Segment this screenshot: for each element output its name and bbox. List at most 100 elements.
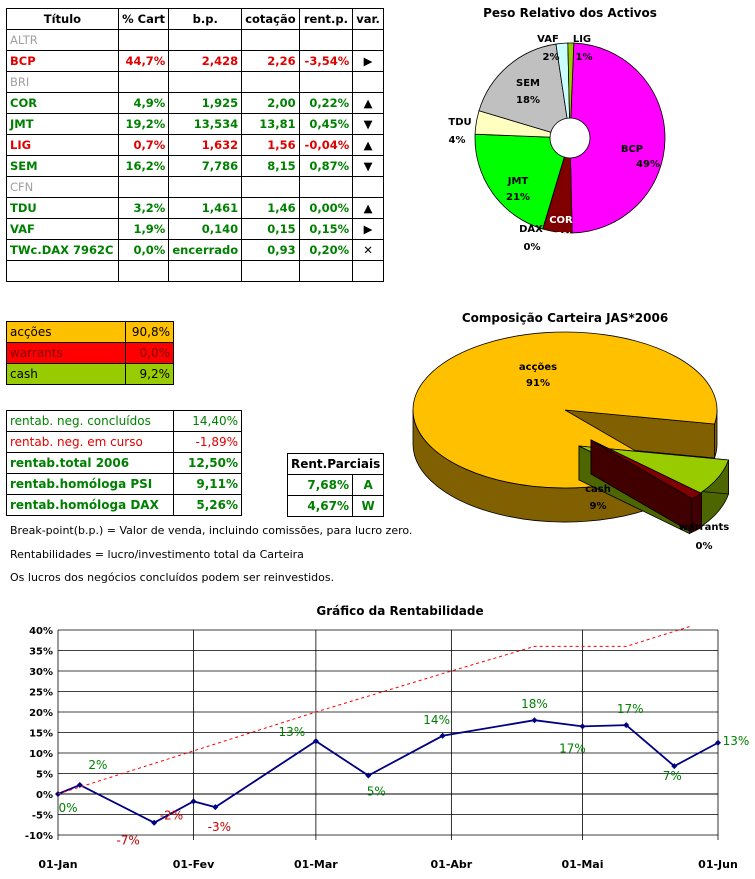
asset-var-icon bbox=[352, 29, 384, 51]
y-tick-label: -5% bbox=[32, 811, 53, 822]
note-breakpoint: Break-point(b.p.) = Valor de venda, incl… bbox=[10, 524, 413, 537]
donut-value-dax: 0% bbox=[524, 242, 541, 253]
donut-label-lig: LIG bbox=[573, 34, 591, 45]
data-point bbox=[151, 819, 158, 826]
y-tick-label: 30% bbox=[29, 667, 53, 678]
asset-var-icon: ▲ bbox=[352, 197, 384, 219]
data-label: 5% bbox=[367, 785, 386, 799]
asset-var-icon bbox=[352, 260, 384, 282]
pie3d-value-warrants: 0% bbox=[696, 541, 713, 552]
data-point bbox=[190, 798, 197, 805]
asset-bp: encerrado bbox=[168, 239, 243, 261]
returns-row: rentab. neg. concluídos 14,40% bbox=[6, 410, 242, 432]
donut-label-cor: COR bbox=[549, 215, 573, 226]
portfolio-row: LIG 0,7% 1,632 1,56 -0,04% ▲ bbox=[6, 134, 384, 156]
asset-bp: 1,925 bbox=[168, 92, 243, 114]
col-header-pct: % Cart bbox=[117, 8, 170, 30]
data-label: -2% bbox=[160, 808, 183, 822]
donut-label-dax: DAX bbox=[519, 224, 543, 235]
y-tick-label: 40% bbox=[29, 626, 53, 637]
donut-chart-title: Peso Relativo dos Activos bbox=[483, 6, 657, 20]
asset-var-icon: ▲ bbox=[352, 134, 384, 156]
asset-pct: 4,9% bbox=[117, 92, 170, 114]
partial-code: W bbox=[351, 495, 385, 517]
asset-pct: 19,2% bbox=[117, 113, 170, 135]
partial-row: 7,68% A bbox=[287, 474, 385, 496]
data-point bbox=[365, 772, 372, 779]
donut-label-vaf: VAF bbox=[537, 34, 559, 45]
donut-label-sem: SEM bbox=[516, 78, 540, 89]
donut-slice-sem bbox=[478, 43, 568, 133]
donut-slice-jmt bbox=[474, 133, 565, 230]
returns-row: rentab.homóloga PSI 9,11% bbox=[6, 473, 242, 495]
portfolio-row: SEM 16,2% 7,786 8,15 0,87% ▼ bbox=[6, 155, 384, 177]
asset-cotacao: 2,26 bbox=[241, 50, 300, 72]
asset-name: CFN bbox=[6, 176, 119, 198]
x-tick-label: 01-Jan bbox=[38, 858, 77, 871]
line-chart-title: Gráfico da Rentabilidade bbox=[316, 604, 484, 618]
donut-value-sem: 18% bbox=[516, 95, 540, 106]
asset-var-icon bbox=[352, 71, 384, 93]
pie3d-slice-warrants bbox=[590, 439, 703, 499]
data-label: 17% bbox=[617, 702, 644, 716]
data-label: 14% bbox=[423, 713, 450, 727]
asset-bp bbox=[168, 29, 243, 51]
data-label: 0% bbox=[58, 801, 77, 815]
col-header-bp: b.p. bbox=[168, 8, 243, 30]
y-tick-label: 35% bbox=[29, 647, 53, 658]
asset-bp: 13,534 bbox=[168, 113, 243, 135]
portfolio-row: TDU 3,2% 1,461 1,46 0,00% ▲ bbox=[6, 197, 384, 219]
asset-pct: 0,7% bbox=[117, 134, 170, 156]
y-tick-label: 5% bbox=[36, 770, 53, 781]
y-tick-label: 15% bbox=[29, 729, 53, 740]
pie3d-chart-title: Composição Carteira JAS*2006 bbox=[461, 311, 669, 325]
donut-value-vaf: 2% bbox=[543, 52, 560, 63]
y-tick-label: 0% bbox=[36, 790, 53, 801]
data-label: 17% bbox=[559, 741, 586, 755]
asset-rent: -3,54% bbox=[298, 50, 354, 72]
asset-var-icon: ▶ bbox=[352, 50, 384, 72]
asset-bp: 7,786 bbox=[168, 155, 243, 177]
asset-var-icon: ▶ bbox=[352, 218, 384, 240]
asset-name: LIG bbox=[6, 134, 119, 156]
asset-pct bbox=[117, 176, 170, 198]
asset-rent: 0,00% bbox=[298, 197, 354, 219]
allocation-row: warrants 0,0% bbox=[6, 342, 174, 364]
partial-header: Rent.Parciais bbox=[286, 453, 385, 475]
note-rentabilidades: Rentabilidades = lucro/investimento tota… bbox=[10, 548, 304, 561]
asset-cotacao: 0,93 bbox=[241, 239, 300, 261]
data-label: 13% bbox=[723, 734, 750, 748]
returns-label: rentab. neg. em curso bbox=[6, 431, 174, 453]
asset-name: BCP bbox=[6, 50, 119, 72]
partial-row: 4,67% W bbox=[287, 495, 385, 517]
portfolio-row: BRI bbox=[6, 71, 384, 93]
donut-value-tdu: 4% bbox=[449, 135, 466, 146]
data-label: 13% bbox=[279, 725, 306, 739]
asset-bp bbox=[168, 71, 243, 93]
pie3d-value-accoes: 91% bbox=[526, 378, 550, 389]
portfolio-row: TWc.DAX 7962C 0,0% encerrado 0,93 0,20% ✕ bbox=[6, 239, 384, 261]
note-lucros: Os lucros dos negócios concluídos podem … bbox=[10, 571, 335, 584]
asset-var-icon: ▲ bbox=[352, 92, 384, 114]
returns-value: 12,50% bbox=[173, 452, 242, 474]
returns-value: 9,11% bbox=[173, 473, 242, 495]
asset-rent bbox=[298, 176, 354, 198]
data-point bbox=[531, 717, 538, 724]
line-chart: -10% -5% 0% 5% 10% 15% 20% 25% 30% 35% 40% 01-Jan 01… bbox=[25, 625, 750, 871]
donut-value-lig: 1% bbox=[576, 52, 593, 63]
donut-slice-bcp bbox=[570, 42, 666, 234]
donut-label-bcp: BCP bbox=[621, 144, 643, 155]
data-point bbox=[312, 738, 319, 745]
data-label: 2% bbox=[88, 758, 107, 772]
portfolio-row: ALTR bbox=[6, 29, 384, 51]
returns-row: rentab. neg. em curso -1,89% bbox=[6, 431, 242, 453]
portfolio-row bbox=[6, 260, 384, 282]
asset-cotacao: 8,15 bbox=[241, 155, 300, 177]
partial-header-row: Rent.Parciais bbox=[286, 453, 385, 475]
partial-value: 7,68% bbox=[287, 474, 353, 496]
data-point bbox=[671, 763, 678, 770]
x-tick-label: 01-Abr bbox=[431, 858, 473, 871]
col-header-rent: rent.p. bbox=[298, 8, 354, 30]
allocation-value: 90,8% bbox=[125, 321, 174, 343]
returns-value: -1,89% bbox=[173, 431, 242, 453]
